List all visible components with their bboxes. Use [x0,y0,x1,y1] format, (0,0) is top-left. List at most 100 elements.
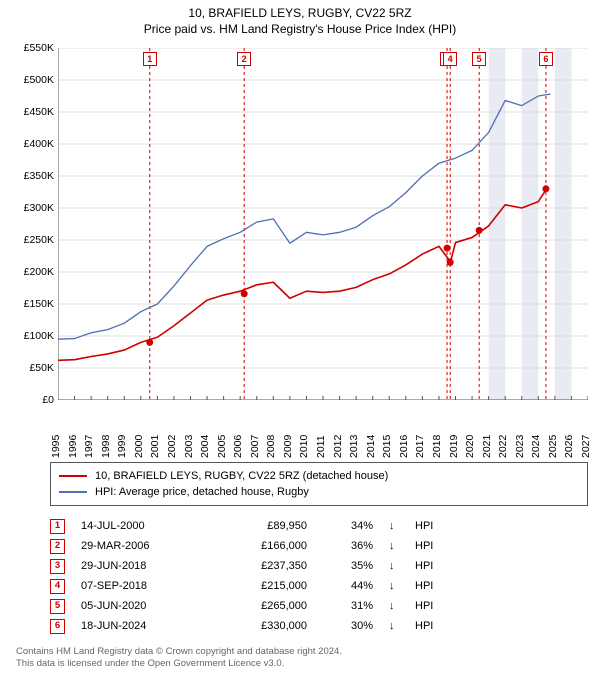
page-title: 10, BRAFIELD LEYS, RUGBY, CV22 5RZ [0,6,600,20]
chart-event-marker: 4 [443,52,457,66]
row-pct: 34% [323,516,373,536]
table-row: 505-JUN-2020£265,00031%↓HPI [50,596,588,616]
plot-area: 123456 [58,48,588,400]
x-tick-label: 2024 [530,435,542,458]
plot-svg [58,48,588,400]
row-pct: 44% [323,576,373,596]
table-row: 329-JUN-2018£237,35035%↓HPI [50,556,588,576]
y-tick-label: £50K [8,362,54,374]
x-tick-label: 2016 [398,435,410,458]
below-chart: 10, BRAFIELD LEYS, RUGBY, CV22 5RZ (deta… [50,462,588,636]
down-arrow-icon: ↓ [389,556,399,576]
x-tick-label: 2012 [332,435,344,458]
x-tick-label: 2010 [298,435,310,458]
x-tick-label: 2018 [431,435,443,458]
row-date: 14-JUL-2000 [81,516,201,536]
x-tick-label: 2011 [315,435,327,458]
x-tick-label: 2021 [481,435,493,458]
x-tick-label: 2013 [348,435,360,458]
table-row: 618-JUN-2024£330,00030%↓HPI [50,616,588,636]
row-tag: HPI [415,516,433,536]
x-tick-label: 1995 [50,435,62,458]
x-tick-label: 2004 [199,435,211,458]
chart-event-marker: 2 [237,52,251,66]
chart: £0 £50K £100K £150K £200K £250K £300K £350K £400… [8,48,592,458]
footnote-line2: This data is licensed under the Open Gov… [16,658,588,670]
row-tag: HPI [415,576,433,596]
x-tick-label: 2008 [265,435,277,458]
row-price: £237,350 [217,556,307,576]
legend-swatch [59,475,87,477]
x-tick-label: 2007 [249,435,261,458]
footnote: Contains HM Land Registry data © Crown c… [16,646,588,670]
row-price: £265,000 [217,596,307,616]
x-tick-label: 2023 [514,435,526,458]
x-tick-label: 2005 [216,435,228,458]
row-price: £166,000 [217,536,307,556]
x-tick-label: 2001 [149,435,161,458]
y-tick-label: £150K [8,298,54,310]
legend-label: 10, BRAFIELD LEYS, RUGBY, CV22 5RZ (deta… [95,468,388,484]
y-tick-label: £550K [8,42,54,54]
row-price: £330,000 [217,616,307,636]
row-tag: HPI [415,596,433,616]
row-tag: HPI [415,556,433,576]
y-tick-label: £0 [8,394,54,406]
x-tick-label: 2014 [365,435,377,458]
page: 10, BRAFIELD LEYS, RUGBY, CV22 5RZ Price… [0,0,600,680]
x-tick-label: 2015 [381,435,393,458]
x-tick-label: 1996 [67,435,79,458]
x-tick-label: 2026 [563,435,575,458]
x-tick-label: 2022 [497,435,509,458]
y-tick-label: £200K [8,266,54,278]
legend-label: HPI: Average price, detached house, Rugb… [95,484,309,500]
legend-row: 10, BRAFIELD LEYS, RUGBY, CV22 5RZ (deta… [59,468,579,484]
y-tick-label: £450K [8,106,54,118]
x-tick-label: 2003 [183,435,195,458]
x-tick-label: 2020 [464,435,476,458]
row-date: 05-JUN-2020 [81,596,201,616]
row-marker: 2 [50,539,65,554]
x-tick-label: 2017 [414,435,426,458]
y-tick-label: £350K [8,170,54,182]
row-marker: 5 [50,599,65,614]
row-pct: 31% [323,596,373,616]
x-axis-labels: 1995199619971998199920002001200220032004… [58,402,588,458]
y-tick-label: £250K [8,234,54,246]
legend: 10, BRAFIELD LEYS, RUGBY, CV22 5RZ (deta… [50,462,588,506]
legend-row: HPI: Average price, detached house, Rugb… [59,484,579,500]
row-date: 29-MAR-2006 [81,536,201,556]
down-arrow-icon: ↓ [389,616,399,636]
table-row: 114-JUL-2000£89,95034%↓HPI [50,516,588,536]
row-marker: 6 [50,619,65,634]
y-tick-label: £300K [8,202,54,214]
chart-event-marker: 6 [539,52,553,66]
row-tag: HPI [415,536,433,556]
footnote-line1: Contains HM Land Registry data © Crown c… [16,646,588,658]
page-subtitle: Price paid vs. HM Land Registry's House … [0,22,600,36]
row-pct: 30% [323,616,373,636]
x-tick-label: 2000 [133,435,145,458]
x-tick-label: 2002 [166,435,178,458]
row-price: £89,950 [217,516,307,536]
row-pct: 35% [323,556,373,576]
down-arrow-icon: ↓ [389,536,399,556]
x-tick-label: 1999 [116,435,128,458]
events-table: 114-JUL-2000£89,95034%↓HPI229-MAR-2006£1… [50,516,588,636]
row-date: 18-JUN-2024 [81,616,201,636]
row-marker: 4 [50,579,65,594]
x-tick-label: 1997 [83,435,95,458]
legend-swatch [59,491,87,493]
down-arrow-icon: ↓ [389,576,399,596]
y-tick-label: £400K [8,138,54,150]
row-date: 07-SEP-2018 [81,576,201,596]
row-date: 29-JUN-2018 [81,556,201,576]
x-tick-label: 2006 [232,435,244,458]
y-tick-label: £100K [8,330,54,342]
x-tick-label: 2019 [448,435,460,458]
row-pct: 36% [323,536,373,556]
down-arrow-icon: ↓ [389,516,399,536]
x-tick-label: 2025 [547,435,559,458]
table-row: 2 29-MAR-2006 £166,000 36% ↓ HPI [50,536,588,556]
x-tick-label: 2009 [282,435,294,458]
